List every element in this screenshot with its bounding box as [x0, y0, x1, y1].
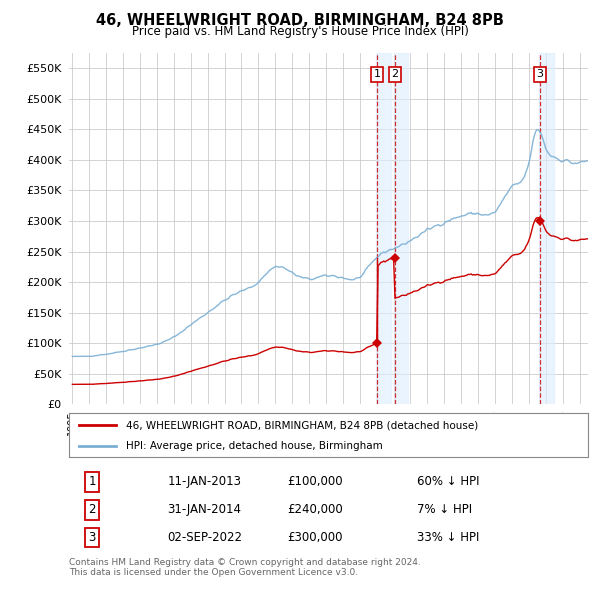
Text: 1: 1	[89, 476, 96, 489]
Text: 7% ↓ HPI: 7% ↓ HPI	[417, 503, 472, 516]
Bar	[394, 53, 409, 404]
Text: £100,000: £100,000	[287, 476, 343, 489]
Text: 02-SEP-2022: 02-SEP-2022	[167, 531, 242, 544]
Text: 2: 2	[89, 503, 96, 516]
Bar	[376, 53, 391, 404]
Text: 1: 1	[374, 70, 380, 80]
Text: £300,000: £300,000	[287, 531, 343, 544]
Text: £240,000: £240,000	[287, 503, 343, 516]
Text: Price paid vs. HM Land Registry's House Price Index (HPI): Price paid vs. HM Land Registry's House …	[131, 25, 469, 38]
Text: Contains HM Land Registry data © Crown copyright and database right 2024.
This d: Contains HM Land Registry data © Crown c…	[69, 558, 421, 577]
Text: 2: 2	[391, 70, 398, 80]
Bar	[539, 53, 554, 404]
Text: 31-JAN-2014: 31-JAN-2014	[167, 503, 242, 516]
Text: 60% ↓ HPI: 60% ↓ HPI	[417, 476, 479, 489]
Text: 46, WHEELWRIGHT ROAD, BIRMINGHAM, B24 8PB (detached house): 46, WHEELWRIGHT ROAD, BIRMINGHAM, B24 8P…	[126, 421, 478, 430]
Text: HPI: Average price, detached house, Birmingham: HPI: Average price, detached house, Birm…	[126, 441, 383, 451]
Text: 3: 3	[536, 70, 544, 80]
Text: 33% ↓ HPI: 33% ↓ HPI	[417, 531, 479, 544]
Text: 11-JAN-2013: 11-JAN-2013	[167, 476, 242, 489]
Text: 46, WHEELWRIGHT ROAD, BIRMINGHAM, B24 8PB: 46, WHEELWRIGHT ROAD, BIRMINGHAM, B24 8P…	[96, 13, 504, 28]
Text: 3: 3	[89, 531, 96, 544]
